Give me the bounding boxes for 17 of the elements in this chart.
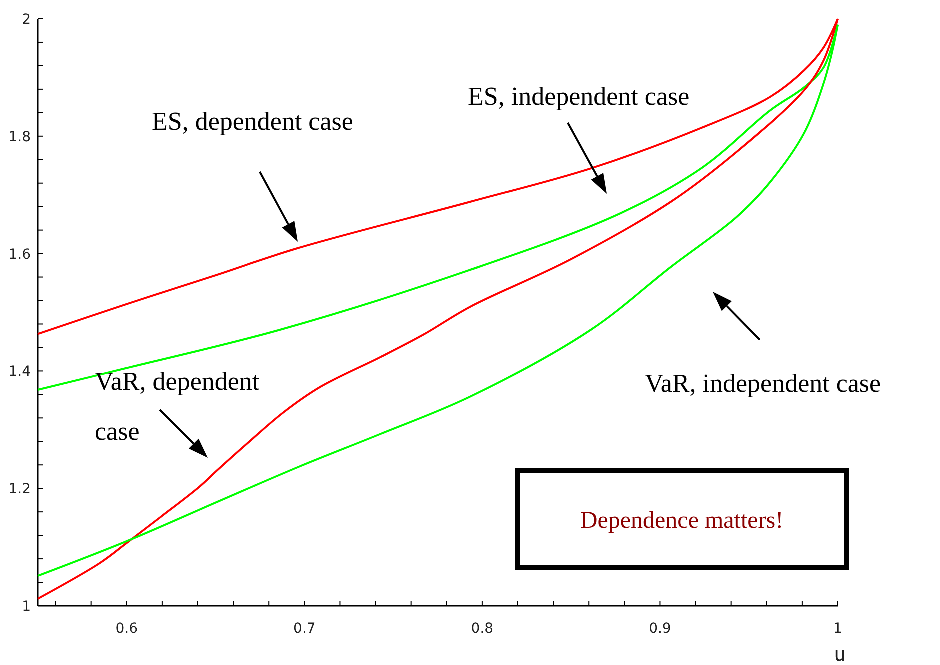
annotation: VaR, dependent case [95,367,260,446]
y-tick-label: 1.8 [8,129,31,146]
x-tick-label: 1 [834,621,842,637]
annotation: Dependence matters! [580,508,784,534]
x-tick-label: 0.9 [649,621,672,637]
x-tick-label: 0.7 [294,621,316,637]
annotation: ES, dependent case [152,107,354,136]
y-tick-label: 1.4 [8,364,32,380]
x-axis-title: u [834,642,846,665]
y-tick-label: 2 [22,12,31,28]
y-tick-label: 1.6 [8,246,32,263]
y-tick-label: 1.2 [8,482,31,498]
x-tick-label: 0.6 [116,621,138,637]
annotation: VaR, independent case [645,369,882,398]
annotation: ES, independent case [468,82,690,111]
y-tick-label: 1 [22,599,31,615]
x-tick-label: 0.8 [471,621,494,637]
